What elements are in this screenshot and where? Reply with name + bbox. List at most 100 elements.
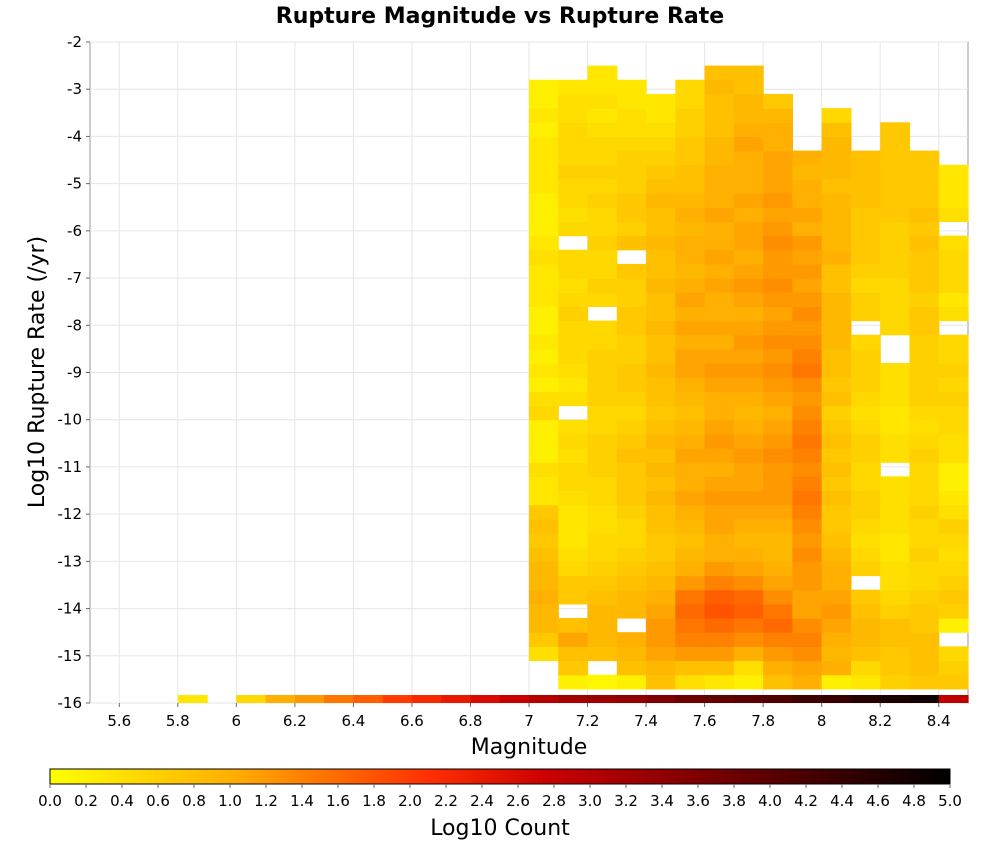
heatmap-cell — [558, 533, 589, 548]
heatmap-cell — [646, 433, 676, 449]
heatmap-cell — [704, 93, 735, 109]
heatmap-cell — [704, 490, 735, 506]
heatmap-cell — [587, 193, 618, 208]
heatmap-cell — [763, 433, 793, 449]
heatmap-cell — [938, 618, 969, 633]
colorbar-label: Log10 Count — [430, 816, 570, 841]
heatmap-cell — [675, 136, 706, 152]
heatmap-cell — [850, 164, 881, 180]
heatmap-cell — [763, 249, 793, 265]
heatmap-cell — [675, 306, 706, 322]
heatmap-cell — [850, 504, 881, 520]
heatmap-cell — [675, 660, 706, 676]
heatmap-cell — [529, 263, 559, 279]
heatmap-cell — [821, 164, 852, 180]
heatmap-cell — [850, 193, 881, 208]
heatmap-cell — [880, 320, 911, 336]
heatmap-cell — [909, 632, 940, 647]
heatmap-cell — [529, 108, 559, 123]
heatmap-cell — [763, 660, 793, 676]
heatmap-cell — [850, 292, 881, 307]
heatmap-cell — [704, 164, 735, 180]
heatmap-cell — [529, 433, 559, 449]
heatmap-cell — [704, 306, 735, 322]
heatmap-bottom-cell — [763, 695, 793, 703]
heatmap-cell — [733, 490, 764, 506]
heatmap-cell — [909, 334, 940, 350]
heatmap-cell — [529, 122, 559, 138]
heatmap-cell — [616, 377, 647, 392]
heatmap-cell — [558, 618, 589, 633]
heatmap-cell — [616, 108, 647, 123]
heatmap-cell — [880, 377, 911, 392]
heatmap-cell — [763, 603, 793, 619]
heatmap-cell — [763, 462, 793, 477]
heatmap-cell — [616, 462, 647, 477]
heatmap-cell — [675, 93, 706, 109]
heatmap-cell — [821, 136, 852, 152]
heatmap-cell — [938, 278, 969, 293]
heatmap-cell — [733, 575, 764, 591]
heatmap-cell — [733, 462, 764, 477]
heatmap-cell — [646, 632, 676, 647]
colorbar-tick-label: 0.0 — [38, 792, 62, 810]
heatmap-cell — [558, 561, 589, 577]
heatmap-cell — [704, 292, 735, 307]
heatmap-cell — [938, 391, 969, 407]
heatmap-bottom-cell — [441, 695, 472, 703]
heatmap-cell — [850, 518, 881, 534]
heatmap-cell — [850, 405, 881, 421]
y-tick-label: -10 — [58, 411, 83, 429]
heatmap-cell — [821, 490, 852, 506]
heatmap-cell — [646, 278, 676, 293]
heatmap-cell — [646, 292, 676, 307]
heatmap-cell — [763, 618, 793, 633]
heatmap-cell — [646, 363, 676, 378]
heatmap-bottom-cell — [909, 695, 940, 703]
heatmap-cell — [909, 433, 940, 449]
heatmap-cell — [850, 547, 881, 562]
heatmap-cell — [909, 348, 940, 364]
heatmap-cell — [821, 589, 852, 605]
heatmap-cell — [821, 660, 852, 676]
heatmap-cell — [558, 646, 589, 662]
heatmap-cell — [733, 603, 764, 619]
heatmap-cell — [733, 306, 764, 322]
heatmap-cell — [792, 249, 823, 265]
heatmap-cell — [909, 462, 940, 477]
heatmap-cell — [616, 320, 647, 336]
x-tick-label: 5.6 — [107, 712, 131, 730]
x-axis-ticks: 5.6 5.8 6 6.2 6.4 6.6 6.8 7 7.2 7.4 7.6 7.8 8 8.2 8.4 — [107, 703, 951, 730]
heatmap-cell — [763, 320, 793, 336]
heatmap-bottom-cell — [499, 695, 530, 703]
heatmap-cell — [616, 93, 647, 109]
heatmap-cell — [880, 363, 911, 378]
heatmap-cell — [821, 306, 852, 322]
heatmap-bottom-cell — [938, 695, 969, 703]
heatmap-cell — [646, 504, 676, 520]
heatmap-cell — [880, 490, 911, 506]
heatmap-cell — [763, 363, 793, 378]
heatmap-cell — [792, 164, 823, 180]
heatmap-cell — [675, 575, 706, 591]
heatmap-cell — [909, 221, 940, 237]
heatmap-cell — [558, 79, 589, 95]
heatmap-cell — [704, 504, 735, 520]
heatmap-cell — [850, 490, 881, 506]
heatmap-cell — [909, 618, 940, 633]
heatmap-cell — [616, 632, 647, 647]
heatmap-cell — [821, 547, 852, 562]
heatmap-cell — [792, 603, 823, 619]
heatmap-cell — [675, 292, 706, 307]
x-tick-label: 7.4 — [634, 712, 658, 730]
heatmap-cell — [909, 150, 940, 166]
heatmap-cell — [675, 320, 706, 336]
heatmap-cell — [704, 122, 735, 138]
heatmap-cell — [880, 589, 911, 605]
heatmap-cell — [821, 320, 852, 336]
heatmap-cell — [587, 136, 618, 152]
heatmap-cell — [675, 490, 706, 506]
heatmap-cell — [558, 632, 589, 647]
heatmap-cell — [792, 419, 823, 435]
heatmap-cell — [880, 476, 911, 492]
